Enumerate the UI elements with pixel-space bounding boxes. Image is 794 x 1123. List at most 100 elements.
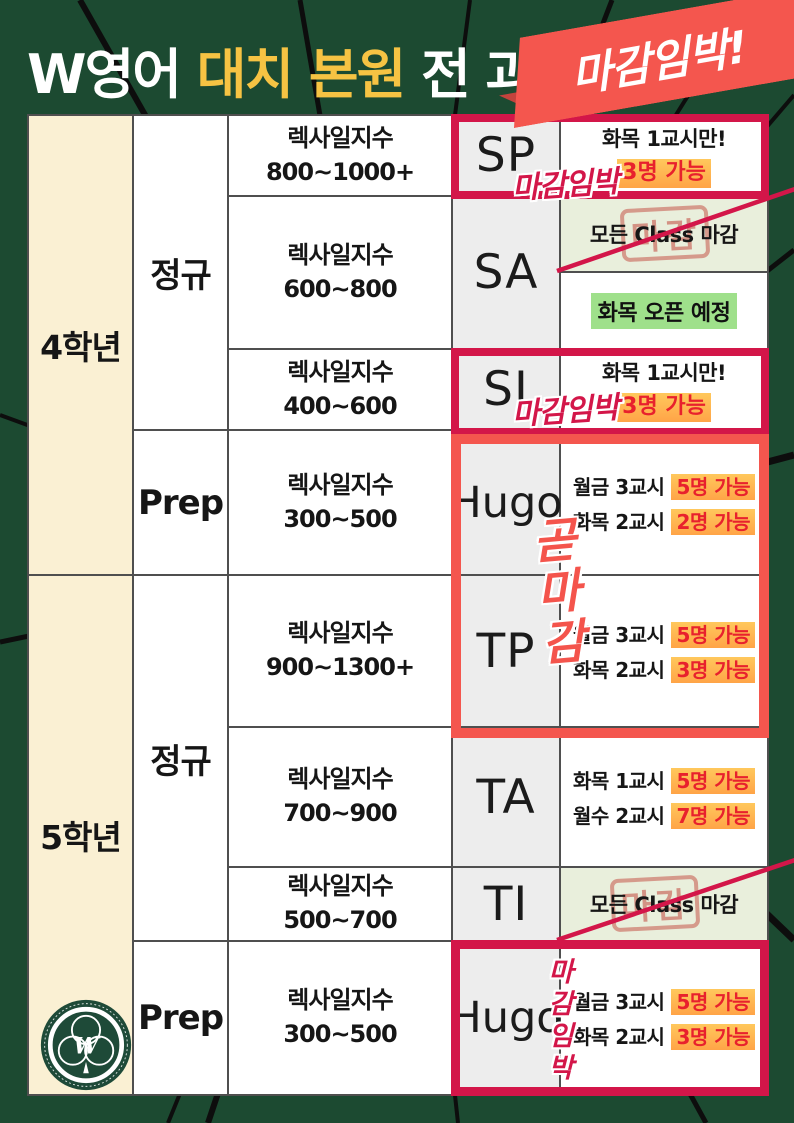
soon-char: 감: [539, 613, 588, 673]
schedule-row: 월수 2교시 7명 가능: [572, 800, 756, 829]
type-regular-5-label: 정규: [150, 741, 212, 782]
overlay-soon-vertical: 곧 마 감: [521, 512, 598, 673]
overlay-imminent-vertical: 마 감 임 박: [543, 957, 579, 1084]
status-sa-closed-cell: 마감 모든 Class 마감: [556, 186, 794, 274]
schedule-label: 화목 2교시: [572, 658, 665, 682]
lexile-hugo4-cell: 렉사일지수 300~500: [229, 431, 451, 574]
type-prep-4-cell: Prep: [134, 431, 227, 574]
code-si: SI: [483, 362, 529, 417]
lexile-sa-cell: 렉사일지수 600~800: [229, 197, 451, 348]
lexile-tp-line1: 렉사일지수: [287, 619, 393, 648]
lexile-ta-line1: 렉사일지수 700~900: [283, 765, 397, 827]
grade-4-cell: 4학년: [29, 116, 132, 574]
availability-badge: 3명 가능: [671, 657, 756, 683]
schedule-row: 월금 3교시 5명 가능: [572, 619, 756, 648]
schedule-row: 화목 2교시 2명 가능: [572, 506, 756, 535]
code-tp: TP: [476, 623, 536, 679]
status-sp-cell: 화목 1교시만! 3명 가능: [561, 116, 767, 195]
type-prep-4-label: Prep: [137, 482, 224, 523]
type-regular-4-cell: 정규: [134, 116, 227, 429]
availability-badge: 3명 가능: [671, 1024, 756, 1050]
schedule-row: 화목 2교시 3명 가능: [572, 654, 756, 683]
type-prep-5-label: Prep: [137, 998, 224, 1038]
status-ti-closed-text: 모든 Class 마감: [589, 893, 739, 917]
type-regular-4-label: 정규: [150, 256, 212, 296]
grade-5-label: 5학년: [40, 818, 122, 857]
schedule-label: 월금 3교시: [572, 623, 665, 647]
page-title: W영어 대치 본원 전 과정: [27, 30, 583, 109]
status-sp-line1: 화목 1교시만!: [601, 127, 727, 152]
availability-badge: 5명 가능: [671, 768, 756, 794]
status-sa-closed-text: 모든 Class 마감: [589, 223, 739, 247]
logo-monogram: W: [73, 1033, 101, 1059]
code-hugo5: Hugo: [449, 993, 563, 1043]
schedule-row: 화목 1교시 5명 가능: [572, 765, 756, 794]
lexile-hugo5-line1: 렉사일지수 300~500: [283, 986, 397, 1048]
banner-text: 마감임박!: [568, 21, 749, 104]
availability-badge: 5명 가능: [671, 622, 756, 648]
type-prep-5-cell: Prep: [134, 942, 227, 1094]
code-ti: TI: [483, 876, 529, 932]
availability-badge: 5명 가능: [671, 473, 756, 500]
status-sa-open-cell: 화목 오픈 예정: [561, 273, 767, 348]
title-accent: 대치 본원: [196, 43, 407, 106]
lexile-si-cell: 렉사일지수 400~600: [229, 350, 451, 429]
lexile-sp-line2: 800~1000+: [265, 157, 415, 186]
schedule-label: 월금 3교시: [572, 474, 665, 499]
code-tp-cell: TP: [453, 576, 559, 726]
code-si-cell: SI: [453, 350, 559, 429]
code-hugo4: Hugo: [449, 477, 563, 528]
code-ti-cell: TI: [453, 868, 559, 940]
soon-char: 마: [535, 563, 583, 622]
code-sp: SP: [475, 128, 537, 183]
schedule-label: 화목 2교시: [572, 509, 665, 534]
lexile-tp-line2: 900~1300+: [265, 653, 415, 681]
code-sa: SA: [473, 245, 539, 300]
availability-badge: 7명 가능: [671, 803, 756, 829]
lexile-sp-cell: 렉사일지수 800~1000+: [229, 116, 451, 195]
imminent-char: 임: [548, 1020, 574, 1052]
code-sa-cell: SA: [453, 197, 559, 348]
status-si-line1: 화목 1교시만!: [601, 361, 727, 386]
status-hugo5-cell: 월금 3교시 5명 가능 화목 2교시 3명 가능: [561, 942, 767, 1094]
academy-logo: W: [40, 999, 132, 1091]
lexile-ti-cell: 렉사일지수 500~700: [229, 868, 451, 940]
title-part-1: W영어: [27, 43, 182, 106]
lexile-sp-line1: 렉사일지수: [287, 123, 393, 152]
availability-badge: 2명 가능: [671, 508, 756, 535]
code-sp-cell: SP: [453, 116, 559, 195]
lexile-ti-line1: 렉사일지수 500~700: [283, 872, 397, 934]
schedule-label: 월수 2교시: [572, 804, 665, 828]
code-ta-cell: TA: [453, 728, 559, 866]
course-table: 4학년 5학년 정규 Prep 정규 Prep 렉사일지수 800~1000+ …: [27, 114, 794, 1096]
imminent-char: 박: [548, 1052, 574, 1084]
lexile-ta-cell: 렉사일지수 700~900: [229, 728, 451, 866]
code-hugo5-cell: Hugo: [449, 942, 563, 1094]
availability-badge: 5명 가능: [671, 989, 756, 1015]
lexile-tp-cell: 렉사일지수 900~1300+: [229, 576, 451, 726]
schedule-label: 월금 3교시: [572, 990, 665, 1014]
lexile-sa-line1: 렉사일지수 600~800: [283, 240, 397, 303]
grade-4-label: 4학년: [40, 328, 122, 367]
schedule-row: 월금 3교시 5명 가능: [572, 471, 756, 500]
status-ti-cell: 마감 모든 Class 마감: [556, 857, 794, 943]
code-ta: TA: [476, 769, 536, 825]
status-si-availability: 3명 가능: [617, 393, 711, 422]
status-ta-cell: 화목 1교시 5명 가능 월수 2교시 7명 가능: [561, 728, 767, 866]
imminent-char: 감: [548, 988, 574, 1020]
lexile-hugo4-line1: 렉사일지수 300~500: [283, 470, 397, 533]
code-hugo4-cell: Hugo: [449, 431, 563, 574]
status-sp-availability: 3명 가능: [617, 159, 711, 188]
status-hugo4-cell: 월금 3교시 5명 가능 화목 2교시 2명 가능: [561, 431, 767, 574]
imminent-char: 마: [548, 957, 574, 988]
soon-char: 곧: [530, 512, 579, 571]
lexile-si-line1: 렉사일지수 400~600: [283, 357, 397, 420]
status-si-cell: 화목 1교시만! 3명 가능: [561, 350, 767, 429]
schedule-label: 화목 2교시: [572, 1025, 665, 1049]
schedule-row: 화목 2교시 3명 가능: [572, 1021, 756, 1050]
schedule-label: 화목 1교시: [572, 769, 665, 793]
schedule-row: 월금 3교시 5명 가능: [572, 986, 756, 1015]
status-sa-open-text: 화목 오픈 예정: [590, 292, 738, 329]
lexile-hugo5-cell: 렉사일지수 300~500: [229, 942, 451, 1094]
